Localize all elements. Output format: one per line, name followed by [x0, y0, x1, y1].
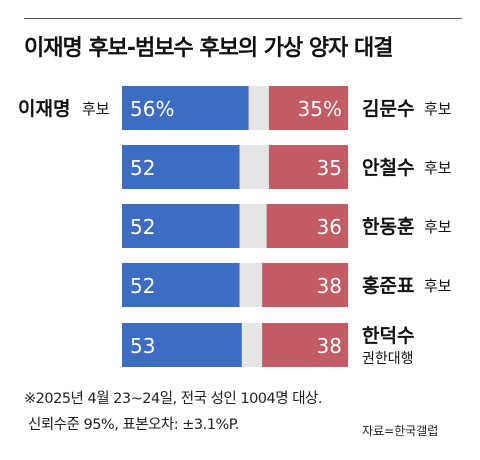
candidate-name-right: 한동훈: [362, 215, 414, 238]
value-label-right: 38: [317, 334, 342, 358]
value-label-right: 38: [317, 274, 342, 298]
candidate-name-left: 이재명: [18, 98, 70, 120]
bar-right: [266, 204, 348, 248]
bar-right: [268, 145, 348, 189]
value-label-left: 53: [130, 334, 155, 358]
value-label-right: 35%: [298, 97, 342, 121]
bar-left: [122, 323, 242, 367]
bar-left: [122, 263, 240, 307]
candidate-subtitle-right: 권한대행: [362, 351, 414, 367]
candidate-suffix-left: 후보: [82, 100, 110, 118]
bar-left: [122, 86, 249, 130]
candidate-name-right: 한덕수: [362, 325, 414, 347]
survey-note: ※2025년 4월 23~24일, 전국 성인 1004명 대상. 신뢰수준 9…: [24, 386, 323, 438]
value-label-right: 36: [317, 215, 342, 239]
candidate-suffix-right: 후보: [424, 100, 452, 118]
value-label-right: 35: [317, 156, 342, 180]
bar-right: [262, 323, 348, 367]
candidate-name-right: 홍준표: [362, 274, 414, 297]
survey-note-line2: 신뢰수준 95%, 표본오차: ±3.1%P.: [28, 417, 239, 433]
survey-note-line1: ※2025년 4월 23~24일, 전국 성인 1004명 대상.: [24, 391, 323, 407]
source-credit: 자료=한국갤럽: [362, 424, 439, 438]
bar-right: [262, 263, 348, 307]
bar-left: [122, 204, 240, 248]
value-label-left: 52: [130, 215, 155, 239]
bar-right: [268, 86, 348, 130]
candidate-suffix-right: 후보: [424, 218, 452, 236]
candidate-name-right: 김문수: [362, 98, 414, 120]
chart-title: 이재명 후보-범보수 후보의 가상 양자 대결: [24, 36, 394, 61]
candidate-suffix-right: 후보: [424, 277, 452, 295]
value-label-left: 56%: [130, 97, 174, 121]
bar-left: [122, 145, 240, 189]
candidate-name-right: 안철수: [362, 157, 414, 179]
value-label-left: 52: [130, 156, 155, 180]
top-rule: [24, 18, 462, 19]
candidate-suffix-right: 후보: [424, 159, 452, 177]
value-label-left: 52: [130, 274, 155, 298]
